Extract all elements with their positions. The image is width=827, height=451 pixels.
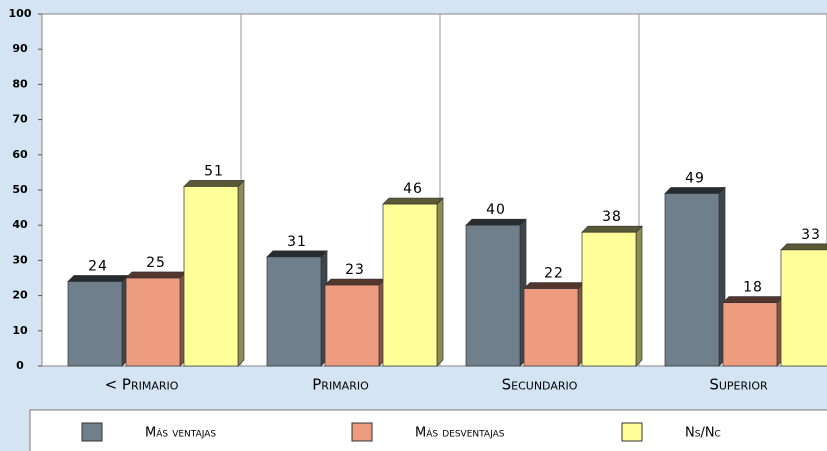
bar — [125, 277, 181, 367]
y-tick-label: 10 — [12, 324, 28, 337]
bar — [523, 288, 579, 367]
legend-label: Ns/Nc — [685, 426, 721, 441]
value-label: 38 — [602, 209, 622, 225]
value-label: 49 — [685, 171, 705, 187]
bar — [67, 281, 123, 367]
bar-side — [635, 225, 643, 367]
bar-top — [67, 275, 129, 282]
legend-label: Más ventajas — [145, 426, 216, 441]
value-label: 31 — [287, 234, 307, 250]
y-tick-label: 20 — [12, 289, 28, 302]
bar — [581, 231, 637, 367]
y-tick-label: 50 — [12, 183, 28, 196]
legend-box — [29, 409, 827, 451]
bar-top — [324, 278, 386, 286]
x-tick-label: < Primario — [105, 376, 179, 394]
bar — [382, 203, 438, 367]
value-label: 23 — [345, 262, 365, 278]
bar-top — [125, 271, 187, 279]
legend-label: Más desventajas — [415, 426, 505, 441]
y-tick-label: 80 — [12, 77, 28, 90]
y-tick-label: 70 — [12, 113, 28, 126]
y-tick-label: 60 — [12, 148, 28, 161]
value-label: 51 — [204, 163, 224, 179]
bar — [780, 249, 827, 367]
value-label: 22 — [544, 266, 564, 282]
bar-top — [664, 187, 726, 194]
x-tick-label: Primario — [312, 376, 369, 394]
bar-top — [722, 296, 784, 303]
bar-top — [266, 250, 328, 258]
bar-top — [382, 197, 444, 205]
y-tick-label: 30 — [12, 253, 28, 266]
bar-side — [436, 197, 444, 367]
legend-swatch — [621, 422, 643, 442]
bar — [266, 256, 322, 367]
bar — [722, 302, 778, 367]
bar — [183, 186, 239, 367]
y-tick-label: 0 — [16, 359, 24, 372]
value-label: 40 — [486, 202, 506, 218]
bar-top — [581, 225, 643, 233]
bar — [664, 193, 720, 367]
value-label: 33 — [801, 227, 821, 243]
value-label: 46 — [403, 181, 423, 197]
bar-top — [523, 282, 585, 289]
legend-swatch — [351, 422, 373, 442]
bar-top — [780, 243, 827, 251]
x-tick-label: Superior — [709, 376, 768, 394]
bar-side — [237, 179, 245, 367]
value-label: 25 — [146, 255, 166, 271]
bar-top — [183, 180, 245, 187]
bar-top — [465, 218, 527, 226]
y-tick-label: 100 — [9, 7, 32, 20]
bar — [465, 224, 521, 367]
y-tick-label: 40 — [12, 218, 28, 231]
x-tick-label: Secundario — [502, 376, 578, 394]
value-label: 24 — [88, 259, 108, 275]
bar — [324, 284, 380, 367]
legend-swatch — [81, 422, 103, 442]
y-tick-label: 90 — [12, 42, 28, 55]
value-label: 18 — [743, 280, 763, 296]
